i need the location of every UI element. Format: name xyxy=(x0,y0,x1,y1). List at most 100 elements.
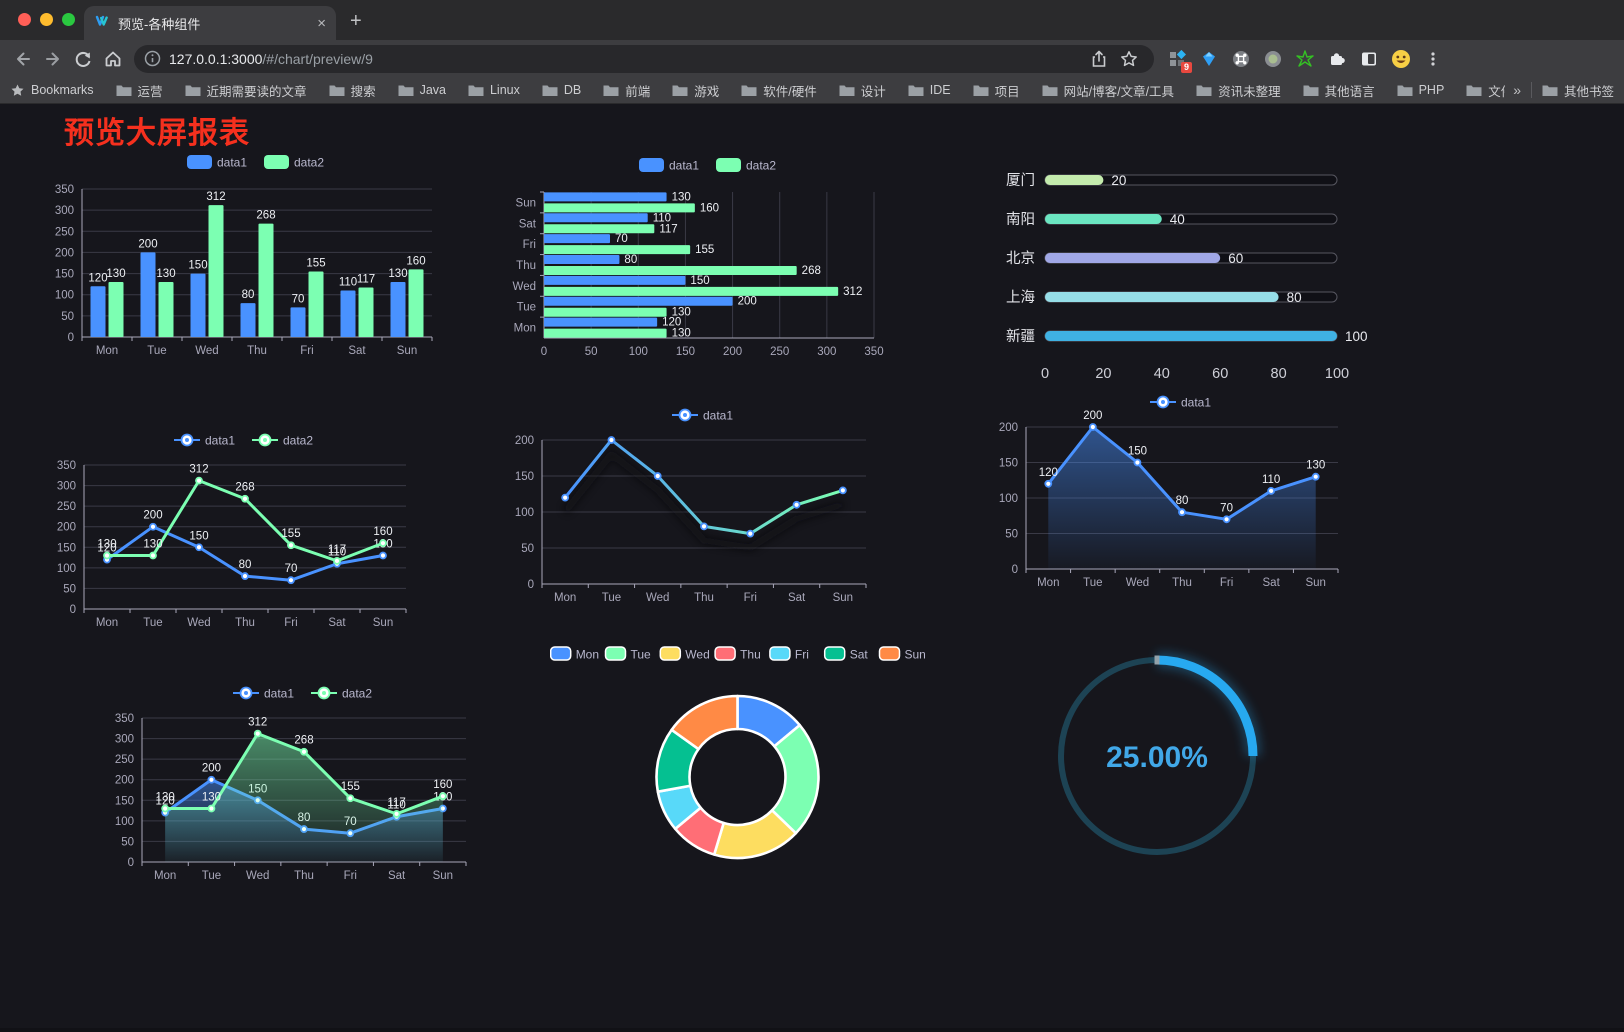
svg-text:200: 200 xyxy=(723,346,742,358)
svg-text:350: 350 xyxy=(115,713,134,725)
svg-text:120: 120 xyxy=(156,796,175,808)
new-tab-button[interactable]: + xyxy=(350,10,362,32)
tab-close-icon[interactable]: × xyxy=(317,14,326,32)
svg-text:Sat: Sat xyxy=(328,617,346,629)
extension-gem-icon[interactable] xyxy=(1196,46,1222,72)
svg-text:117: 117 xyxy=(328,544,346,556)
svg-text:300: 300 xyxy=(115,734,134,746)
svg-text:Sat: Sat xyxy=(388,870,406,882)
bookmark-folder[interactable]: 前端 xyxy=(603,81,650,100)
bookmark-folder[interactable]: 其他语言 xyxy=(1303,81,1375,100)
bookmark-folder[interactable]: DB xyxy=(542,83,581,97)
site-info-icon[interactable] xyxy=(144,50,161,67)
minimize-window-button[interactable] xyxy=(40,13,53,26)
bookmark-folder[interactable]: 资讯未整理 xyxy=(1196,81,1281,100)
svg-text:150: 150 xyxy=(515,471,534,483)
folder-icon xyxy=(398,85,414,96)
url-path: /#/chart/preview/9 xyxy=(262,50,373,67)
chart-line-gradient[interactable]: data1 0 50 100 150 200 Mon Tue Wed Thu Fri Sat Sun xyxy=(498,404,878,616)
chart-line-area-single[interactable]: data1 0 50 100 150 200 Mon Tue Wed Thu Fri Sat Sun 12… xyxy=(982,391,1350,601)
svg-text:130: 130 xyxy=(202,792,221,804)
other-bookmarks[interactable]: 其他书签 xyxy=(1542,81,1614,100)
svg-text:100: 100 xyxy=(55,290,74,302)
svg-text:155: 155 xyxy=(695,244,714,256)
folder-icon xyxy=(908,85,924,96)
browser-tab[interactable]: 预览-各种组件 × xyxy=(84,6,336,40)
bookmark-folder[interactable]: 软件/硬件 xyxy=(741,81,817,100)
svg-text:Thu: Thu xyxy=(235,617,255,629)
svg-text:Wed: Wed xyxy=(646,592,669,604)
bookmark-folder[interactable]: 游戏 xyxy=(672,81,719,100)
extensions-row: 9 xyxy=(1164,46,1446,73)
extension-grid-icon[interactable]: 9 xyxy=(1164,46,1192,73)
bookmark-folder[interactable]: 项目 xyxy=(973,81,1020,100)
svg-text:80: 80 xyxy=(1287,290,1302,305)
svg-text:200: 200 xyxy=(515,435,534,447)
reload-icon[interactable] xyxy=(68,44,98,74)
folder-icon xyxy=(839,85,855,96)
svg-text:100: 100 xyxy=(57,563,76,575)
svg-text:70: 70 xyxy=(292,293,305,305)
window-titlebar: 预览-各种组件 × + xyxy=(0,0,1624,40)
svg-text:250: 250 xyxy=(57,501,76,513)
bookmark-star-icon[interactable] xyxy=(1114,44,1144,74)
svg-text:Wed: Wed xyxy=(246,870,269,882)
svg-text:268: 268 xyxy=(802,265,821,277)
zoom-window-button[interactable] xyxy=(62,13,75,26)
bookmark-folder[interactable]: 近期需要读的文章 xyxy=(185,81,307,100)
bookmark-folder[interactable]: 运营 xyxy=(116,81,163,100)
bookmark-folder[interactable]: Java xyxy=(398,83,446,97)
svg-text:Fri: Fri xyxy=(300,345,313,357)
sidebar-toggle-icon[interactable] xyxy=(1356,46,1382,72)
url-host: 127.0.0.1:3000 xyxy=(169,50,263,67)
svg-text:150: 150 xyxy=(690,275,709,287)
svg-text:Fri: Fri xyxy=(344,870,357,882)
bookmarks-overflow-chevron[interactable]: » xyxy=(1513,82,1521,98)
bookmark-folder[interactable]: IDE xyxy=(908,83,951,97)
folder-icon xyxy=(1196,85,1212,96)
close-window-button[interactable] xyxy=(18,13,31,26)
bookmark-folder[interactable]: 搜索 xyxy=(329,81,376,100)
extension-badge: 9 xyxy=(1180,61,1192,73)
extension-record-icon[interactable] xyxy=(1260,46,1286,72)
chart-bar-horizontal[interactable]: data1 data2 0 50 100 150 200 250 300 350 Sun 130 160… xyxy=(498,152,898,370)
share-icon[interactable] xyxy=(1084,44,1114,74)
chart-gauge[interactable]: 25.00% xyxy=(1018,644,1303,884)
chart-donut[interactable]: Mon Tue Wed Thu Fri Sat Sun xyxy=(549,639,926,884)
extension-star-icon[interactable] xyxy=(1292,46,1318,72)
folder-icon xyxy=(741,85,757,96)
svg-text:120: 120 xyxy=(97,543,116,555)
url-text[interactable]: 127.0.0.1:3000/#/chart/preview/9 xyxy=(169,51,1084,67)
emoji-profile-icon[interactable] xyxy=(1388,46,1414,72)
browser-navbar: 127.0.0.1:3000/#/chart/preview/9 9 xyxy=(0,40,1624,77)
svg-text:20: 20 xyxy=(1111,173,1126,188)
menu-dots-icon[interactable] xyxy=(1420,46,1446,72)
svg-text:0: 0 xyxy=(1012,564,1018,576)
bookmark-folder[interactable]: 设计 xyxy=(839,81,886,100)
bookmarks-manager[interactable]: Bookmarks xyxy=(10,83,94,98)
svg-text:60: 60 xyxy=(1212,366,1228,382)
chart-line-basic[interactable]: data1 data2 0 50 100 150 200 250 300 350 Mon Tue Wed… xyxy=(40,429,418,641)
chart-city-progress[interactable]: 厦门 20 南阳 40 北京 60 上海 80 新疆 100 0 20 40 60 80 100 xyxy=(995,162,1375,392)
svg-text:上海: 上海 xyxy=(1006,289,1035,306)
extension-puzzle-icon[interactable] xyxy=(1324,46,1350,72)
chart-line-area-double[interactable]: data1 data2 0 50 100 150 200 250 300 350 Mon Tue Wed… xyxy=(98,682,478,894)
chart-bar-vertical[interactable]: data1 data2 0 50 100 150 200 250 300 350 Mon Tue Wed… xyxy=(38,149,440,367)
svg-text:Sat: Sat xyxy=(348,345,366,357)
forward-icon[interactable] xyxy=(38,44,68,74)
svg-text:160: 160 xyxy=(700,202,719,214)
folder-icon xyxy=(185,85,201,96)
bookmark-folder[interactable]: PHP xyxy=(1397,83,1444,97)
home-icon[interactable] xyxy=(98,44,128,74)
svg-text:120: 120 xyxy=(662,317,681,329)
svg-text:70: 70 xyxy=(1220,502,1233,514)
back-icon[interactable] xyxy=(8,44,38,74)
bookmark-folder[interactable]: 网站/博客/文章/工具 xyxy=(1042,81,1174,100)
bookmark-folder[interactable]: 文件服务器 xyxy=(1466,81,1505,100)
bookmark-folder[interactable]: Linux xyxy=(468,83,520,97)
svg-text:Tue: Tue xyxy=(602,592,621,604)
extension-command-icon[interactable] xyxy=(1228,46,1254,72)
svg-text:130: 130 xyxy=(672,191,691,203)
svg-text:150: 150 xyxy=(188,260,207,272)
url-bar[interactable]: 127.0.0.1:3000/#/chart/preview/9 xyxy=(134,44,1154,74)
